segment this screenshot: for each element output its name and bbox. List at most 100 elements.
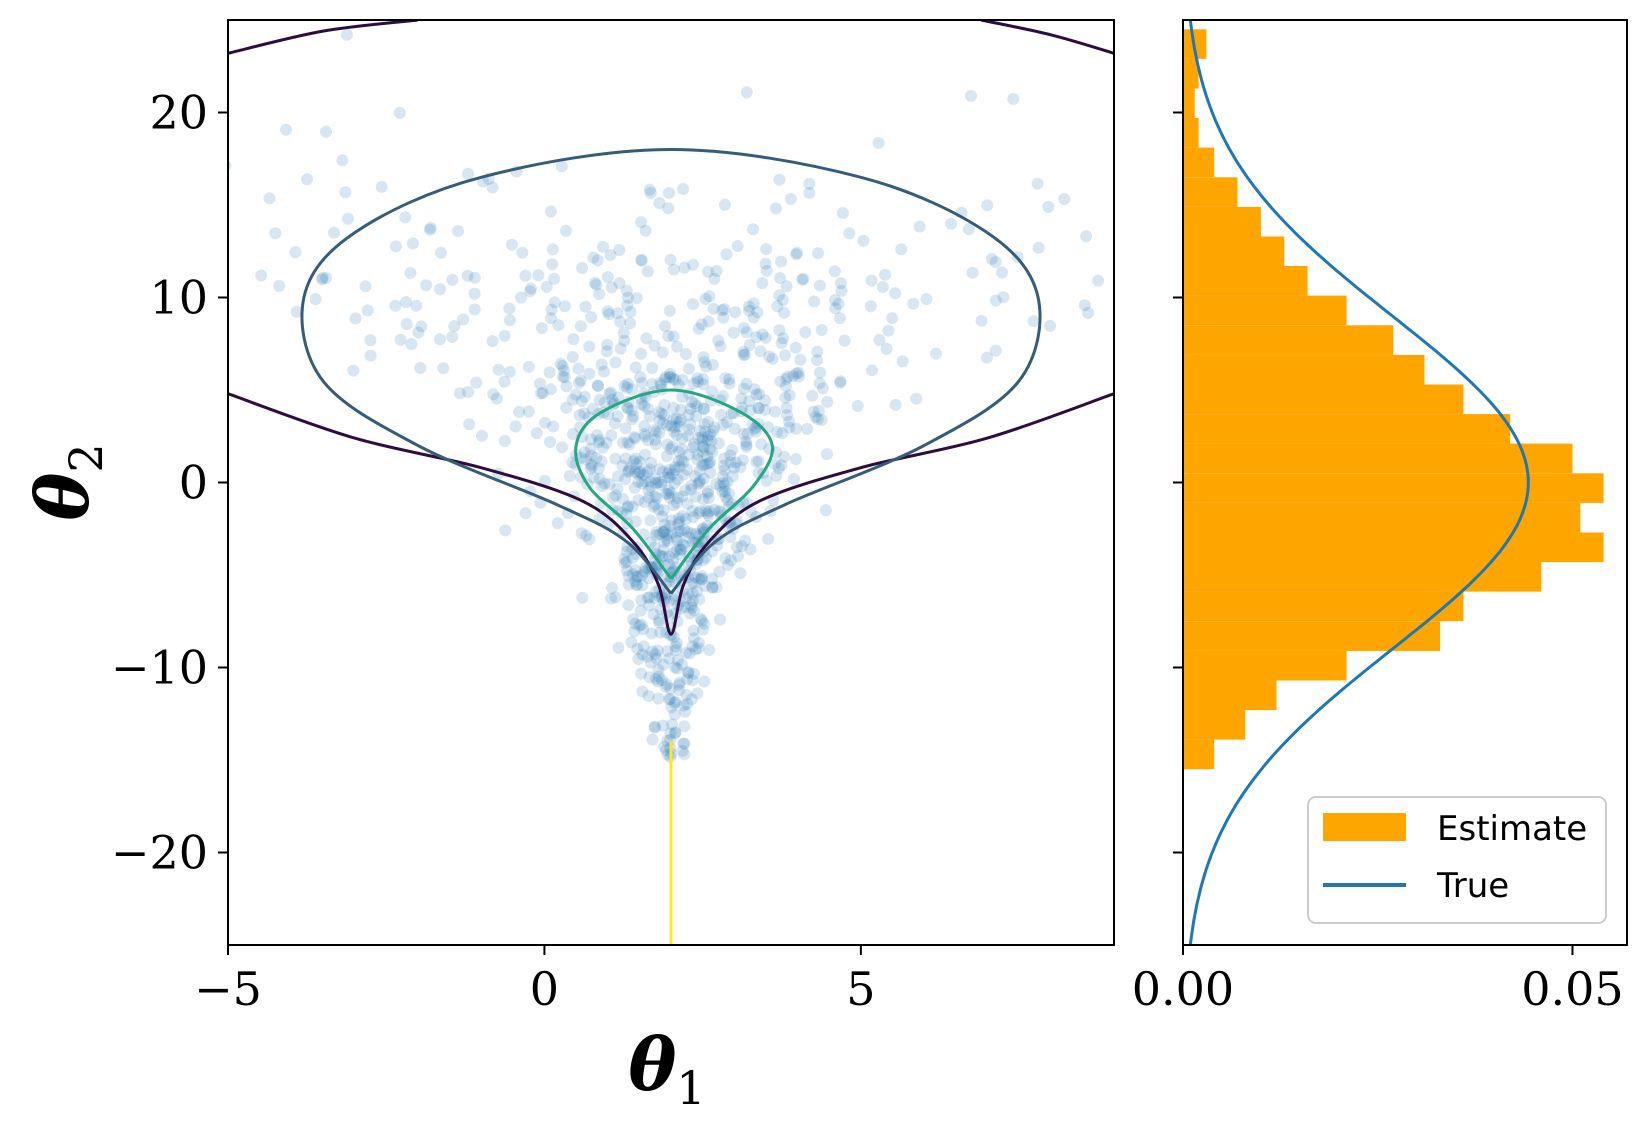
histogram-panel: 0.00 0.05 Estimate True bbox=[1132, 19, 1628, 1016]
scatter-point bbox=[461, 269, 474, 282]
scatter-point bbox=[851, 399, 864, 412]
scatter-point bbox=[699, 293, 712, 305]
scatter-point bbox=[647, 608, 660, 621]
scatter-point bbox=[556, 370, 569, 383]
scatter-point bbox=[662, 595, 675, 608]
scatter-point bbox=[708, 503, 721, 516]
scatter-point bbox=[555, 160, 568, 173]
scatter-point bbox=[783, 421, 796, 434]
scatter-point bbox=[635, 254, 648, 267]
scatter-point bbox=[690, 410, 703, 423]
scatter-point bbox=[624, 317, 637, 330]
scatter-point bbox=[661, 438, 674, 451]
scatter-point bbox=[895, 243, 908, 256]
scatter-point bbox=[698, 403, 711, 416]
scatter-point bbox=[737, 322, 750, 334]
scatter-point bbox=[686, 587, 699, 600]
scatter-point bbox=[598, 365, 610, 378]
scatter-point bbox=[650, 526, 663, 538]
scatter-point bbox=[593, 393, 606, 406]
scatter-point bbox=[593, 434, 606, 446]
scatter-point bbox=[556, 360, 569, 372]
scatter-point bbox=[603, 478, 616, 491]
scatter-point bbox=[682, 448, 695, 461]
scatter-point bbox=[669, 726, 682, 739]
scatter-point bbox=[687, 604, 700, 617]
scatter-point bbox=[779, 349, 792, 362]
scatter-point bbox=[684, 607, 696, 620]
scatter-point bbox=[457, 313, 470, 326]
scatter-point bbox=[607, 491, 619, 504]
scatter-point bbox=[676, 510, 689, 522]
scatter-point bbox=[701, 507, 714, 520]
scatter-point bbox=[706, 581, 719, 594]
scatter-point bbox=[865, 274, 878, 287]
scatter-point bbox=[696, 459, 709, 472]
scatter-point bbox=[691, 448, 704, 461]
scatter-point bbox=[778, 450, 791, 463]
scatter-point bbox=[566, 351, 579, 363]
scatter-point bbox=[737, 427, 750, 440]
scatter-point bbox=[606, 393, 619, 406]
scatter-point bbox=[448, 320, 461, 333]
scatter-point bbox=[857, 234, 870, 247]
scatter-point bbox=[400, 318, 413, 331]
histogram-bar bbox=[1183, 147, 1215, 178]
scatter-point bbox=[628, 431, 641, 444]
scatter-point bbox=[575, 527, 588, 540]
scatter-point bbox=[470, 376, 483, 389]
scatter-point bbox=[626, 383, 639, 396]
histogram-bar bbox=[1183, 177, 1238, 207]
scatter-point bbox=[671, 526, 684, 539]
scatter-point bbox=[643, 463, 656, 476]
contour-outer-top bbox=[228, 20, 419, 55]
scatter-point bbox=[643, 599, 655, 612]
scatter-point bbox=[636, 648, 649, 661]
scatter-point bbox=[658, 409, 671, 422]
scatter-point bbox=[661, 645, 674, 658]
scatter-point bbox=[872, 137, 885, 149]
scatter-point bbox=[672, 518, 685, 531]
scatter-point bbox=[613, 243, 626, 256]
scatter-point bbox=[657, 504, 670, 517]
scatter-point bbox=[596, 441, 609, 454]
scatter-point bbox=[653, 463, 666, 476]
scatter-point bbox=[682, 587, 695, 600]
scatter-point bbox=[989, 294, 1002, 307]
scatter-point bbox=[341, 212, 354, 225]
scatter-point bbox=[737, 348, 750, 361]
scatter-point bbox=[775, 255, 788, 268]
scatter-point bbox=[759, 331, 772, 344]
scatter-point bbox=[674, 403, 687, 416]
scatter-point bbox=[945, 217, 958, 230]
scatter-point bbox=[349, 312, 362, 325]
scatter-point bbox=[704, 428, 717, 441]
scatter-point bbox=[675, 454, 688, 466]
scatter-point bbox=[730, 541, 743, 554]
scatter-point bbox=[750, 331, 763, 344]
scatter-point bbox=[716, 304, 729, 317]
scatter-point bbox=[585, 458, 598, 471]
scatter-point bbox=[698, 356, 711, 369]
scatter-point bbox=[762, 532, 775, 545]
scatter-point bbox=[693, 593, 706, 606]
scatter-point bbox=[663, 186, 675, 199]
scatter-point bbox=[669, 644, 682, 657]
scatter-point bbox=[796, 273, 809, 286]
scatter-point bbox=[618, 334, 631, 347]
scatter-point bbox=[689, 571, 702, 584]
scatter-point bbox=[808, 295, 821, 308]
scatter-point bbox=[676, 373, 689, 386]
histogram-bar bbox=[1183, 473, 1604, 503]
scatter-point bbox=[686, 640, 699, 653]
scatter-point bbox=[656, 510, 669, 523]
scatter-point bbox=[624, 306, 637, 318]
scatter-point bbox=[530, 427, 543, 440]
legend-label-true: True bbox=[1436, 866, 1509, 906]
scatter-point bbox=[635, 667, 648, 680]
scatter-point bbox=[698, 617, 711, 630]
scatter-point bbox=[679, 484, 692, 497]
scatter-point bbox=[655, 674, 668, 686]
scatter-point bbox=[697, 440, 709, 453]
scatter-point bbox=[748, 383, 761, 396]
